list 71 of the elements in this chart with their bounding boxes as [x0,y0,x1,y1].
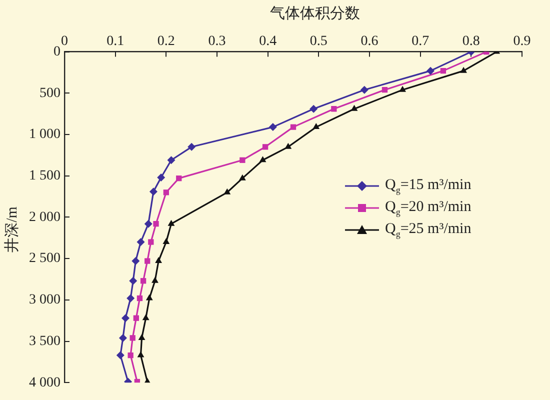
point [240,157,246,163]
point [224,188,231,194]
point [130,335,136,341]
point [460,66,468,73]
point [176,176,182,182]
y-tick-label: 500 [40,86,60,101]
point [137,351,144,358]
point [128,352,134,358]
point [238,174,246,180]
point [440,68,446,74]
y-tick-label: 2 000 [29,210,60,225]
point [163,190,169,196]
point [122,314,130,322]
point [350,104,358,111]
point [155,257,162,264]
point [312,123,320,130]
point [118,334,127,342]
point [360,86,368,94]
y-tick-label: 4 000 [29,375,60,390]
point [152,276,158,283]
x-tick-label: 0.5 [310,34,328,50]
y-tick-label: 1 500 [29,168,60,184]
point [399,86,406,92]
point [149,188,158,196]
point [426,66,434,75]
point [136,238,145,246]
point [144,258,150,264]
x-tick-label: 0.3 [208,34,226,50]
x-tick-label: 0.4 [259,34,277,50]
point [284,142,292,149]
y-tick-label: 2 500 [29,251,60,266]
y-tick-label: 0 [54,44,60,60]
point [262,144,268,150]
legend-label: Q$_{g}$=15 m³/min [385,177,472,195]
legend-label: Q$_{g}$=20 m³/min [385,199,472,217]
point [142,314,150,320]
point [290,124,296,130]
y-tick-label: 3 000 [29,292,60,308]
point [138,334,146,340]
y-tick-label: 1 000 [29,127,60,142]
point [126,294,135,302]
y-tick-label: 3 500 [29,334,60,349]
point [133,315,140,321]
point [140,278,146,284]
x-tick-label: 0.1 [106,34,124,50]
point [153,220,159,227]
x-tick-label: 0.6 [360,34,378,50]
point [129,276,138,285]
point [188,142,196,151]
point [310,104,318,113]
point [162,238,170,244]
point [268,123,277,132]
point [168,220,175,226]
x-tick-label: 0.9 [513,34,531,50]
legend-label: Q$_{g}$=25 m³/min [385,221,472,239]
y-axis-title: 井深/m [3,206,22,254]
point [116,351,124,360]
point [148,239,154,245]
x-tick-label: 0.8 [462,34,480,50]
point [132,257,140,266]
point [146,294,153,300]
point [331,106,337,112]
x-axis-title: 气体体积分数 [269,5,361,23]
point [259,156,266,162]
x-tick-label: 0.7 [412,34,430,50]
point [144,220,152,228]
x-tick-label: 0.2 [157,34,175,50]
point [167,156,176,164]
point [136,295,143,302]
point [382,87,388,93]
point [157,174,166,182]
